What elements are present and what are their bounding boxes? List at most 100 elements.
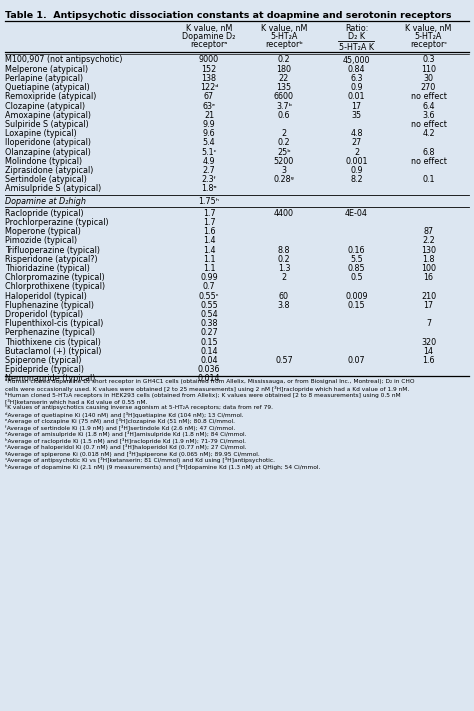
Text: 0.9: 0.9 xyxy=(350,166,363,175)
Text: K value, nM: K value, nM xyxy=(261,24,307,33)
Text: 0.55ᵋ: 0.55ᵋ xyxy=(199,292,219,301)
Text: Remoxipride (atypical): Remoxipride (atypical) xyxy=(5,92,96,101)
Text: 60: 60 xyxy=(279,292,289,301)
Text: ʰAverage of raclopride Ki (1.5 nM) and [³H]raclopride Kd (1.9 nM); 71-79 Ci/mmol: ʰAverage of raclopride Ki (1.5 nM) and [… xyxy=(5,438,246,444)
Text: 138: 138 xyxy=(201,74,217,83)
Text: 5.4: 5.4 xyxy=(203,139,215,147)
Text: Prochlorperazine (typical): Prochlorperazine (typical) xyxy=(5,218,109,227)
Text: 0.6: 0.6 xyxy=(278,111,290,119)
Text: 0.54: 0.54 xyxy=(200,310,218,319)
Text: 17: 17 xyxy=(423,301,434,310)
Text: ᵃHuman cloned dopamine D₂ short receptor in GH4C1 cells (obtained from Allelix, : ᵃHuman cloned dopamine D₂ short receptor… xyxy=(5,379,414,385)
Text: 1.4: 1.4 xyxy=(203,236,215,245)
Text: K value, nM: K value, nM xyxy=(405,24,452,33)
Text: ᵈAverage of quetiapine Ki (140 nM) and [³H]quetiapine Kd (104 nM); 13 Ci/mmol.: ᵈAverage of quetiapine Ki (140 nM) and [… xyxy=(5,412,244,418)
Text: 7: 7 xyxy=(426,319,431,328)
Text: 6600: 6600 xyxy=(274,92,294,101)
Text: 1.8ᵊ: 1.8ᵊ xyxy=(201,184,217,193)
Text: 0.2: 0.2 xyxy=(278,139,290,147)
Text: Thioridazine (typical): Thioridazine (typical) xyxy=(5,264,90,273)
Text: 320: 320 xyxy=(421,338,436,346)
Text: 87: 87 xyxy=(423,227,434,236)
Text: Epidepride (typical): Epidepride (typical) xyxy=(5,365,84,374)
Text: ᵉAverage of clozapine Ki (75 nM) and [³H]clozapine Kd (51 nM); 80.8 Ci/mmol.: ᵉAverage of clozapine Ki (75 nM) and [³H… xyxy=(5,418,235,424)
Text: ᵊAverage of amisulpride Ki (1.8 nM) and [³H]amisulpride Kd (1.8 nM); 84 Ci/mmol.: ᵊAverage of amisulpride Ki (1.8 nM) and … xyxy=(5,432,246,437)
Text: Table 1.  Antipsychotic dissociation constants at doapmine and serotonin recepto: Table 1. Antipsychotic dissociation cons… xyxy=(5,11,452,20)
Text: 0.38: 0.38 xyxy=(200,319,218,328)
Text: 1.4: 1.4 xyxy=(203,245,215,255)
Text: 4400: 4400 xyxy=(274,209,294,218)
Text: cells were occasionally used. K values were obtained [2 to 25 measurements] usin: cells were occasionally used. K values w… xyxy=(5,386,409,392)
Text: 0.036: 0.036 xyxy=(198,365,220,374)
Text: 5-HT₂A K: 5-HT₂A K xyxy=(339,43,374,52)
Text: D₂ K: D₂ K xyxy=(348,32,365,41)
Text: Thiothixene cis (typical): Thiothixene cis (typical) xyxy=(5,338,101,346)
Text: 3.6: 3.6 xyxy=(422,111,435,119)
Text: 0.3: 0.3 xyxy=(422,55,435,65)
Text: 0.16: 0.16 xyxy=(348,245,365,255)
Text: 0.15: 0.15 xyxy=(348,301,365,310)
Text: 0.01: 0.01 xyxy=(348,92,365,101)
Text: 2: 2 xyxy=(354,147,359,156)
Text: 5200: 5200 xyxy=(274,156,294,166)
Text: receptorᵇ: receptorᵇ xyxy=(265,40,303,49)
Text: 0.7: 0.7 xyxy=(203,282,215,292)
Text: receptorᵃ: receptorᵃ xyxy=(190,40,228,49)
Text: receptorᶜ: receptorᶜ xyxy=(410,40,447,49)
Text: 130: 130 xyxy=(421,245,436,255)
Text: Dopamine D₂: Dopamine D₂ xyxy=(182,32,236,41)
Text: 0.2: 0.2 xyxy=(278,255,290,264)
Text: Clozapine (atypical): Clozapine (atypical) xyxy=(5,102,85,110)
Text: 270: 270 xyxy=(421,83,436,92)
Text: 0.2: 0.2 xyxy=(278,55,290,65)
Text: 2.2: 2.2 xyxy=(422,236,435,245)
Text: 3.8: 3.8 xyxy=(278,301,290,310)
Text: Ziprasidone (atypical): Ziprasidone (atypical) xyxy=(5,166,93,175)
Text: 210: 210 xyxy=(421,292,436,301)
Text: 0.57: 0.57 xyxy=(275,356,293,365)
Text: Sertindole (atypical): Sertindole (atypical) xyxy=(5,175,87,184)
Text: 5-HT₂A: 5-HT₂A xyxy=(270,32,298,41)
Text: 6.4: 6.4 xyxy=(422,102,435,110)
Text: 0.27: 0.27 xyxy=(200,328,218,337)
Text: Ratio:: Ratio: xyxy=(345,24,368,33)
Text: 2: 2 xyxy=(282,273,287,282)
Text: 0.5: 0.5 xyxy=(350,273,363,282)
Text: 4E-04: 4E-04 xyxy=(345,209,368,218)
Text: ʰAverage of dopamine Ki (2.1 nM) (9 measurements) and [³H]dopamine Kd (1.3 nM) a: ʰAverage of dopamine Ki (2.1 nM) (9 meas… xyxy=(5,464,320,470)
Text: 5.5: 5.5 xyxy=(350,255,363,264)
Text: 0.014: 0.014 xyxy=(198,374,220,383)
Text: Moperone (typical): Moperone (typical) xyxy=(5,227,81,236)
Text: 17: 17 xyxy=(351,102,362,110)
Text: 22: 22 xyxy=(279,74,289,83)
Text: 0.84: 0.84 xyxy=(348,65,365,74)
Text: Perlapine (atypical): Perlapine (atypical) xyxy=(5,74,83,83)
Text: ᵍAverage of spiperone Ki (0.018 nM) and [³H]spiperone Kd (0.065 nM); 89.95 Ci/mm: ᵍAverage of spiperone Ki (0.018 nM) and … xyxy=(5,451,260,456)
Text: 1.6: 1.6 xyxy=(203,227,215,236)
Text: 4.9: 4.9 xyxy=(203,156,215,166)
Text: 21: 21 xyxy=(204,111,214,119)
Text: 27: 27 xyxy=(351,139,362,147)
Text: 0.55: 0.55 xyxy=(200,301,218,310)
Text: 4.2: 4.2 xyxy=(422,129,435,138)
Text: no effect: no effect xyxy=(410,156,447,166)
Text: 0.15: 0.15 xyxy=(200,338,218,346)
Text: 0.85: 0.85 xyxy=(348,264,365,273)
Text: 35: 35 xyxy=(351,111,362,119)
Text: 16: 16 xyxy=(423,273,434,282)
Text: 100: 100 xyxy=(421,264,436,273)
Text: 1.6: 1.6 xyxy=(422,356,435,365)
Text: 9.9: 9.9 xyxy=(202,120,215,129)
Text: 1.7: 1.7 xyxy=(203,209,215,218)
Text: Droperidol (typical): Droperidol (typical) xyxy=(5,310,83,319)
Text: Amisulpride S (atypical): Amisulpride S (atypical) xyxy=(5,184,101,193)
Text: 25ᵇ: 25ᵇ xyxy=(277,147,291,156)
Text: no effect: no effect xyxy=(410,92,447,101)
Text: Spiperone (typical): Spiperone (typical) xyxy=(5,356,82,365)
Text: ᶠAverage of sertindole Ki (1.9 nM) and [³H]sertindole Kd (2.6 nM); 47 Ci/mmol.: ᶠAverage of sertindole Ki (1.9 nM) and [… xyxy=(5,424,235,431)
Text: Molindone (typical): Molindone (typical) xyxy=(5,156,82,166)
Text: 3.7ᵇ: 3.7ᵇ xyxy=(276,102,292,110)
Text: Sulpiride S (atypical): Sulpiride S (atypical) xyxy=(5,120,89,129)
Text: Trifluoperazine (typical): Trifluoperazine (typical) xyxy=(5,245,100,255)
Text: Quetiapine (atypical): Quetiapine (atypical) xyxy=(5,83,90,92)
